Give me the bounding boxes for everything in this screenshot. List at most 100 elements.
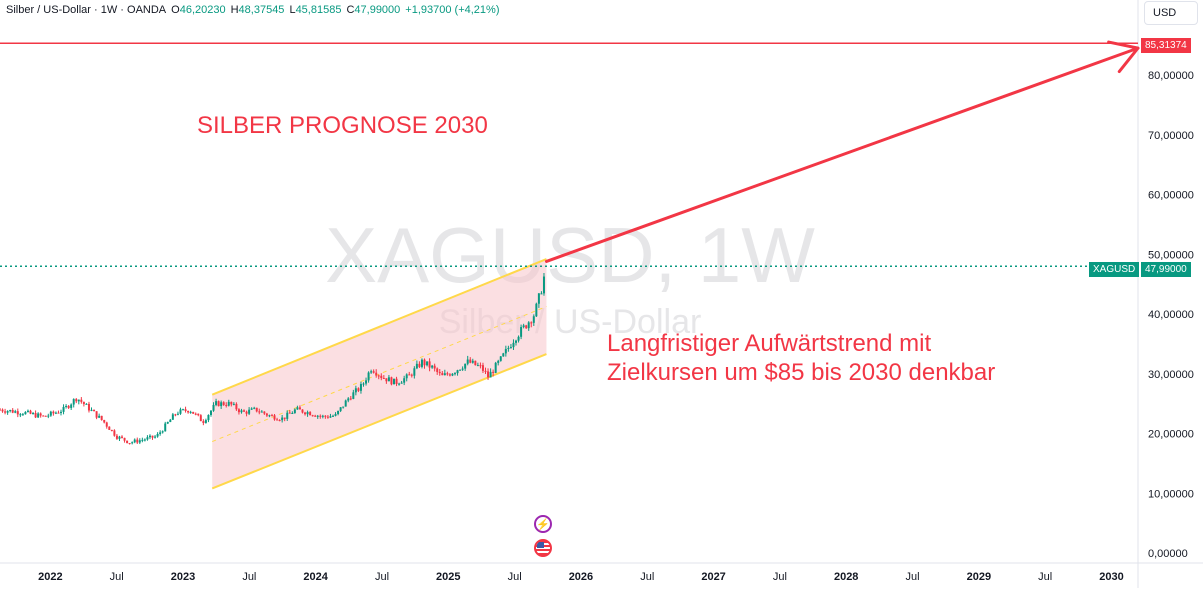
candle-body [377, 375, 380, 377]
x-tick-label: 2029 [967, 571, 991, 583]
candle-body [507, 347, 510, 349]
x-tick-label: 2027 [701, 571, 725, 583]
candle-body [352, 392, 355, 399]
candle-body [126, 440, 129, 444]
candle-body [502, 353, 505, 357]
candle-body [143, 439, 146, 441]
legend-open-label: O [171, 4, 180, 16]
x-tick-label: 2023 [171, 571, 195, 583]
us-flag-icon[interactable] [534, 539, 552, 557]
candle-body [395, 378, 398, 384]
x-tick-label: 2026 [569, 571, 593, 583]
candle-body [182, 409, 185, 411]
candle-body [525, 325, 528, 329]
x-tick-label: Jul [375, 571, 389, 583]
candle-body [212, 404, 215, 411]
candle-body [451, 373, 454, 376]
candle-body [202, 421, 205, 423]
candle-body [291, 413, 294, 415]
candle-body [431, 365, 434, 368]
candle-body [476, 365, 479, 367]
candle-body [347, 398, 350, 401]
candle-body [67, 405, 70, 408]
candle-body [535, 303, 538, 317]
candle-body [232, 403, 235, 405]
x-tick-label: Jul [242, 571, 256, 583]
candle-body [494, 362, 497, 373]
currency-button[interactable]: USD [1144, 1, 1198, 25]
candle-body [199, 415, 202, 422]
candle-body [1, 409, 4, 412]
candle-body [270, 415, 273, 417]
candle-body [497, 360, 500, 363]
candle-body [466, 359, 469, 364]
candle-body [258, 411, 261, 413]
candle-body [253, 407, 256, 409]
candles-group [0, 272, 545, 445]
candle-body [215, 401, 218, 405]
y-tick-label: 50,00000 [1148, 249, 1194, 261]
candle-body [131, 442, 134, 444]
candle-body [87, 403, 90, 411]
channel-fill [212, 259, 547, 489]
candle-body [209, 410, 212, 415]
candle-body [441, 373, 444, 376]
candle-body [187, 410, 190, 413]
lightning-icon[interactable]: ⚡ [534, 515, 552, 533]
legend-close-label: C [346, 4, 355, 16]
candle-body [237, 409, 240, 413]
candle-body [413, 368, 416, 376]
candle-body [489, 371, 492, 378]
candle-body [225, 404, 228, 406]
candle-body [354, 388, 357, 393]
candle-body [77, 399, 80, 402]
candle-body [32, 413, 35, 415]
candle-body [240, 410, 243, 413]
candle-body [461, 368, 464, 370]
candle-body [255, 407, 258, 412]
candle-body [283, 417, 286, 419]
candle-body [517, 336, 520, 341]
candle-body [446, 373, 449, 375]
x-tick-label: Jul [905, 571, 919, 583]
flag-canton [537, 542, 544, 548]
candle-body [479, 365, 482, 367]
candle-body [380, 375, 383, 378]
candle-body [438, 371, 441, 374]
candle-body [469, 359, 472, 363]
candle-body [530, 322, 533, 324]
candle-body [62, 406, 65, 412]
candle-body [42, 415, 45, 417]
legend-high-label: H [230, 4, 239, 16]
candle-body [121, 436, 124, 438]
candle-body [278, 420, 281, 422]
candle-body [454, 373, 457, 375]
candle-body [286, 412, 289, 419]
candle-body [176, 413, 179, 415]
candle-body [65, 405, 68, 407]
candle-body [39, 413, 42, 416]
candle-body [194, 413, 197, 415]
x-tick-label: Jul [1038, 571, 1052, 583]
projection-arrow-head [1107, 40, 1140, 74]
candle-body [133, 439, 136, 443]
legend-change: +1,93700 (+4,21%) [405, 4, 500, 16]
candle-body [390, 377, 393, 385]
candle-body [217, 401, 220, 407]
candle-body [520, 327, 523, 337]
candle-body [138, 440, 141, 443]
candle-body [375, 372, 378, 376]
candle-body [52, 411, 55, 414]
candle-body [400, 382, 403, 384]
candle-body [164, 423, 167, 432]
candle-body [387, 377, 390, 382]
candle-body [522, 325, 525, 328]
candle-body [90, 409, 93, 411]
candle-body [34, 413, 37, 418]
candle-body [331, 415, 334, 417]
candle-body [532, 316, 535, 323]
candle-body [47, 415, 50, 417]
x-tick-label: Jul [773, 571, 787, 583]
